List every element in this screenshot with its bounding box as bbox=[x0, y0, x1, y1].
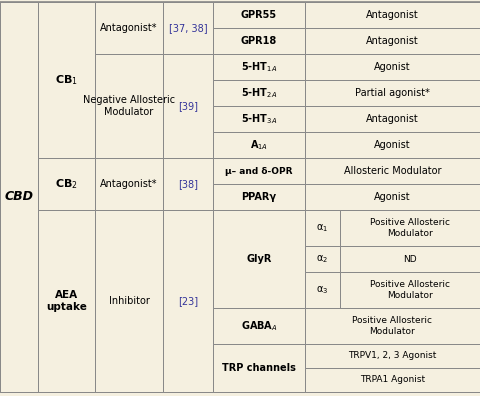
Text: CB$_2$: CB$_2$ bbox=[55, 177, 78, 191]
Text: Agonist: Agonist bbox=[374, 192, 411, 202]
FancyBboxPatch shape bbox=[305, 106, 480, 132]
Text: TRPA1 Agonist: TRPA1 Agonist bbox=[360, 375, 425, 385]
FancyBboxPatch shape bbox=[213, 210, 305, 308]
Text: 5-HT$_{1A}$: 5-HT$_{1A}$ bbox=[241, 60, 277, 74]
FancyBboxPatch shape bbox=[305, 2, 480, 28]
FancyBboxPatch shape bbox=[95, 158, 163, 210]
FancyBboxPatch shape bbox=[213, 106, 305, 132]
Text: ND: ND bbox=[403, 255, 417, 263]
FancyBboxPatch shape bbox=[305, 80, 480, 106]
FancyBboxPatch shape bbox=[213, 80, 305, 106]
FancyBboxPatch shape bbox=[340, 246, 480, 272]
Text: GPR55: GPR55 bbox=[241, 10, 277, 20]
FancyBboxPatch shape bbox=[38, 158, 95, 210]
FancyBboxPatch shape bbox=[163, 2, 213, 54]
Text: Positive Allosteric
Modulator: Positive Allosteric Modulator bbox=[352, 316, 432, 336]
FancyBboxPatch shape bbox=[305, 158, 480, 184]
FancyBboxPatch shape bbox=[95, 210, 163, 392]
FancyBboxPatch shape bbox=[305, 272, 340, 308]
FancyBboxPatch shape bbox=[213, 54, 305, 80]
FancyBboxPatch shape bbox=[163, 158, 213, 210]
Text: α$_2$: α$_2$ bbox=[316, 253, 328, 265]
FancyBboxPatch shape bbox=[213, 158, 305, 184]
Text: Negative Allosteric
Modulator: Negative Allosteric Modulator bbox=[83, 95, 175, 117]
Text: [39]: [39] bbox=[178, 101, 198, 111]
Text: Positive Allosteric
Modulator: Positive Allosteric Modulator bbox=[370, 218, 450, 238]
Text: GPR18: GPR18 bbox=[241, 36, 277, 46]
FancyBboxPatch shape bbox=[163, 210, 213, 392]
Text: GlyR: GlyR bbox=[246, 254, 272, 264]
Text: [37, 38]: [37, 38] bbox=[168, 23, 207, 33]
Text: Inhibitor: Inhibitor bbox=[108, 296, 149, 306]
FancyBboxPatch shape bbox=[213, 132, 305, 158]
FancyBboxPatch shape bbox=[95, 2, 163, 54]
FancyBboxPatch shape bbox=[213, 2, 305, 28]
Text: A$_{1A}$: A$_{1A}$ bbox=[250, 138, 268, 152]
Text: Agonist: Agonist bbox=[374, 140, 411, 150]
FancyBboxPatch shape bbox=[0, 2, 38, 392]
FancyBboxPatch shape bbox=[305, 368, 480, 392]
Text: 5-HT$_{2A}$: 5-HT$_{2A}$ bbox=[241, 86, 277, 100]
Text: AEA
uptake: AEA uptake bbox=[46, 290, 87, 312]
FancyBboxPatch shape bbox=[305, 54, 480, 80]
FancyBboxPatch shape bbox=[305, 344, 480, 368]
Text: TRP channels: TRP channels bbox=[222, 363, 296, 373]
FancyBboxPatch shape bbox=[163, 54, 213, 158]
FancyBboxPatch shape bbox=[213, 28, 305, 54]
Text: Antagonist*: Antagonist* bbox=[100, 23, 158, 33]
FancyBboxPatch shape bbox=[213, 308, 305, 344]
Text: Antagonist: Antagonist bbox=[366, 114, 419, 124]
Text: μ– and δ-OPR: μ– and δ-OPR bbox=[225, 166, 293, 175]
Text: Positive Allosteric
Modulator: Positive Allosteric Modulator bbox=[370, 280, 450, 300]
FancyBboxPatch shape bbox=[305, 246, 340, 272]
FancyBboxPatch shape bbox=[305, 184, 480, 210]
Text: α$_3$: α$_3$ bbox=[316, 284, 329, 296]
Text: Agonist: Agonist bbox=[374, 62, 411, 72]
Text: PPARγ: PPARγ bbox=[241, 192, 276, 202]
Text: [38]: [38] bbox=[178, 179, 198, 189]
FancyBboxPatch shape bbox=[305, 28, 480, 54]
FancyBboxPatch shape bbox=[213, 344, 305, 392]
Text: [23]: [23] bbox=[178, 296, 198, 306]
Text: Antagonist: Antagonist bbox=[366, 10, 419, 20]
Text: CB$_1$: CB$_1$ bbox=[55, 73, 78, 87]
Text: Partial agonist*: Partial agonist* bbox=[355, 88, 430, 98]
Text: 5-HT$_{3A}$: 5-HT$_{3A}$ bbox=[241, 112, 277, 126]
FancyBboxPatch shape bbox=[305, 132, 480, 158]
FancyBboxPatch shape bbox=[340, 210, 480, 246]
FancyBboxPatch shape bbox=[305, 308, 480, 344]
FancyBboxPatch shape bbox=[38, 2, 95, 158]
Text: TRPV1, 2, 3 Agonist: TRPV1, 2, 3 Agonist bbox=[348, 352, 437, 360]
Text: GABA$_A$: GABA$_A$ bbox=[240, 319, 277, 333]
FancyBboxPatch shape bbox=[305, 210, 340, 246]
FancyBboxPatch shape bbox=[340, 272, 480, 308]
Text: Antagonist*: Antagonist* bbox=[100, 179, 158, 189]
FancyBboxPatch shape bbox=[38, 210, 95, 392]
FancyBboxPatch shape bbox=[95, 54, 163, 158]
Text: CBD: CBD bbox=[4, 190, 34, 204]
FancyBboxPatch shape bbox=[213, 184, 305, 210]
Text: Antagonist: Antagonist bbox=[366, 36, 419, 46]
Text: Allosteric Modulator: Allosteric Modulator bbox=[344, 166, 441, 176]
Text: α$_1$: α$_1$ bbox=[316, 222, 329, 234]
